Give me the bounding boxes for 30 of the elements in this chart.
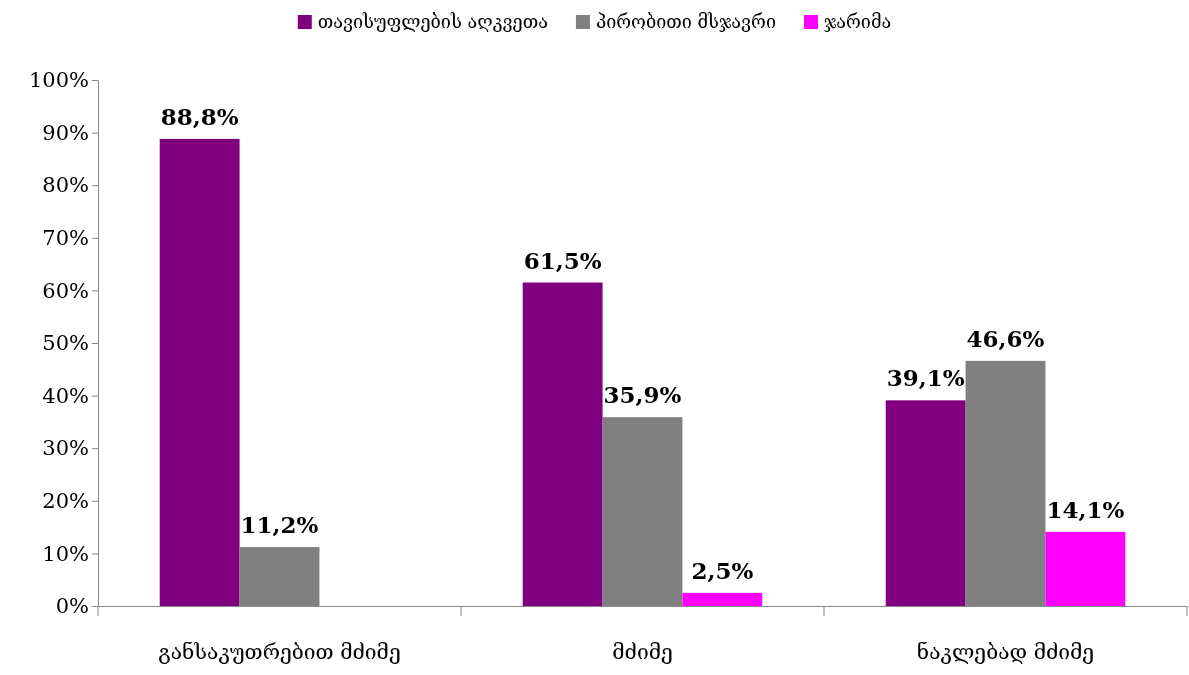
bar [522, 282, 603, 606]
y-tick-label: 50% [42, 331, 89, 356]
data-label: 39,1% [886, 364, 965, 392]
y-tick-label: 20% [42, 489, 89, 514]
y-tick-label: 40% [42, 383, 89, 408]
x-tick-label: მძიმე [612, 640, 673, 665]
data-label: 88,8% [160, 102, 239, 130]
data-label: 46,6% [966, 324, 1045, 352]
legend-label: თავისუფლების აღკვეთა [317, 11, 548, 32]
y-tick-label: 60% [42, 278, 89, 303]
legend-label: ჯარიმა [824, 11, 892, 32]
y-tick-label: 70% [42, 226, 89, 251]
bar [682, 592, 763, 606]
data-label: 14,1% [1046, 495, 1125, 523]
data-label: 11,2% [240, 511, 319, 539]
y-tick-label: 0% [55, 594, 89, 619]
y-tick-label: 100% [28, 68, 89, 93]
y-tick-label: 30% [42, 436, 89, 461]
data-label: 61,5% [523, 246, 602, 274]
bar [1045, 531, 1126, 606]
x-tick-label: განსაკუთრებით მძიმე [158, 640, 401, 665]
bar [885, 400, 966, 606]
y-tick-label: 90% [42, 120, 89, 145]
x-tick-label: ნაკლებად მძიმე [916, 640, 1095, 665]
data-label: 2,5% [691, 556, 754, 584]
y-tick-label: 80% [42, 173, 89, 198]
data-label: 35,9% [603, 381, 682, 409]
legend-label: პირობითი მსჯავრი [595, 11, 777, 32]
bar [159, 138, 240, 606]
y-tick-label: 10% [42, 541, 89, 566]
